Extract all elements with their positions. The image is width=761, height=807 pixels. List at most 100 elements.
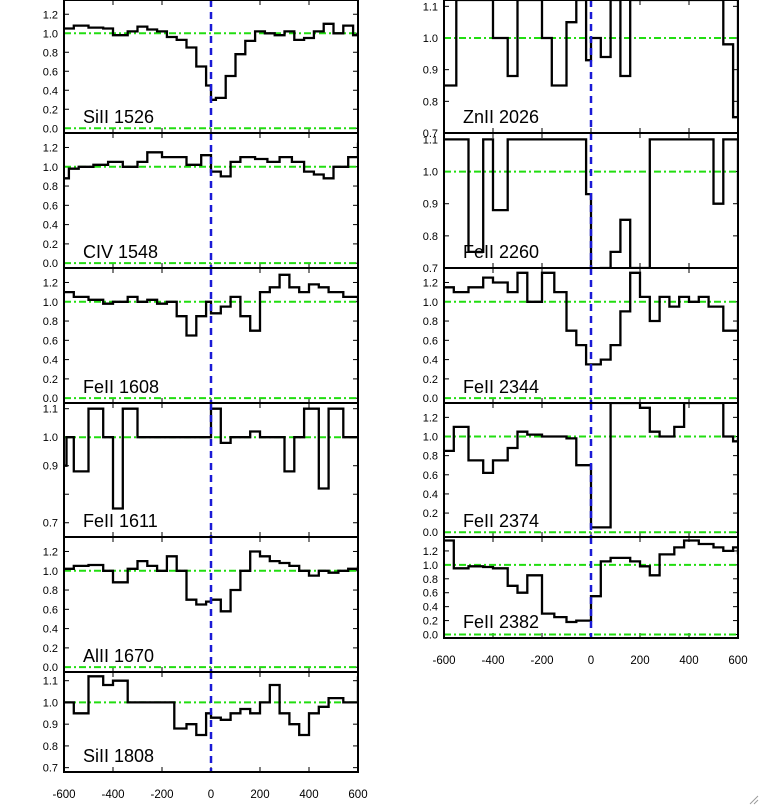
y-tick-label: 0.0 <box>43 393 58 405</box>
ion-label: FeII 2374 <box>463 511 539 531</box>
ion-label: FeII 1611 <box>83 511 158 531</box>
x-tick-label: 200 <box>250 789 269 801</box>
y-tick-label: 1.0 <box>423 560 438 572</box>
y-tick-label: 0.9 <box>43 719 58 731</box>
y-tick-label: 0.0 <box>43 258 58 270</box>
y-tick-label: 0.8 <box>423 316 438 328</box>
y-tick-label: 1.0 <box>43 28 58 40</box>
x-tick-label: -200 <box>150 789 173 801</box>
x-tick-label: 0 <box>588 655 594 667</box>
ion-label: FeII 1608 <box>83 377 159 397</box>
y-tick-label: 1.1 <box>43 404 58 416</box>
y-tick-label: 1.0 <box>423 167 438 179</box>
panel-frame <box>63 671 359 773</box>
y-tick-label: 1.2 <box>423 546 438 558</box>
spectrum-feii-2344 <box>444 271 738 366</box>
x-tick-label: -200 <box>530 655 553 667</box>
y-tick-label: 0.4 <box>43 220 58 232</box>
panel-feii-2374: 0.0 0.2 0.4 0.6 0.8 1.0 1.2 FeII 2374 <box>423 402 739 539</box>
spectrum-feii-1608 <box>64 273 358 337</box>
y-tick-label: 0.0 <box>423 393 438 405</box>
panel-alii-1670: 0.0 0.2 0.4 0.6 0.8 1.0 1.2 AlII 1670 <box>43 536 359 674</box>
panel-feii-2344: 0.0 0.2 0.4 0.6 0.8 1.0 1.2 FeII 2344 <box>423 267 739 405</box>
spectrum-feii-2260 <box>444 138 738 268</box>
y-tick-label: 1.2 <box>423 412 438 424</box>
ion-label: CIV 1548 <box>83 242 158 262</box>
y-tick-label: 1.0 <box>423 33 438 45</box>
y-tick-label: 0.4 <box>43 355 58 367</box>
y-tick-label: 0.7 <box>423 263 438 275</box>
y-tick-label: 1.0 <box>43 162 58 174</box>
resize-grip-icon[interactable] <box>747 793 759 805</box>
ion-label: SiII 1526 <box>83 107 154 127</box>
y-tick-label: 0.4 <box>423 355 438 367</box>
y-tick-label: 1.0 <box>423 432 438 444</box>
y-tick-label: 0.2 <box>423 374 438 386</box>
y-tick-label: 0.6 <box>43 200 58 212</box>
y-tick-label: 1.1 <box>43 676 58 688</box>
panel-feii-2260: 0.7 0.8 0.9 1.0 1.1 FeII 2260 <box>423 132 739 275</box>
y-tick-label: 0.8 <box>423 96 438 108</box>
y-tick-label: 0.2 <box>423 616 438 628</box>
y-tick-label: 0.8 <box>423 451 438 463</box>
spectrum-alii-1670 <box>64 550 358 613</box>
y-tick-label: 0.7 <box>423 128 438 140</box>
y-tick-label: 1.0 <box>43 566 58 578</box>
spectrum-feii-2374 <box>444 403 738 529</box>
y-tick-label: 0.4 <box>43 85 58 97</box>
panel-znii-2026: 0.7 0.8 0.9 1.0 1.1 ZnII 2026 <box>423 0 739 140</box>
ion-label: ZnII 2026 <box>463 107 539 127</box>
panel-feii-1611: 0.7 0.9 1.0 1.1 FeII 1611 <box>43 402 359 538</box>
spectrum-siii-1526 <box>64 22 358 101</box>
y-tick-label: 0.0 <box>43 123 58 135</box>
y-tick-label: 0.6 <box>423 588 438 600</box>
x-tick-label: -400 <box>481 655 504 667</box>
y-tick-label: 1.1 <box>423 1 438 13</box>
ion-label: SiII 1808 <box>83 746 154 766</box>
x-tick-label: -400 <box>101 789 124 801</box>
y-tick-label: 0.2 <box>43 374 58 386</box>
panel-feii-2382: 0.0 0.2 0.4 0.6 0.8 1.0 1.2 FeII 2382 <box>423 536 739 642</box>
y-tick-label: 1.0 <box>43 697 58 709</box>
y-tick-label: 0.6 <box>423 470 438 482</box>
spectrum-civ-1548 <box>64 142 358 180</box>
y-tick-label: 0.9 <box>423 65 438 77</box>
panel-frame <box>443 536 739 639</box>
x-tick-label: -600 <box>52 789 75 801</box>
ion-label: FeII 2260 <box>463 242 539 262</box>
y-tick-label: 0.6 <box>43 604 58 616</box>
y-tick-label: 0.2 <box>43 239 58 251</box>
y-tick-label: 0.8 <box>423 574 438 586</box>
spectrum-feii-2382 <box>444 539 738 624</box>
y-tick-label: 0.0 <box>43 662 58 674</box>
y-tick-label: 1.2 <box>43 9 58 21</box>
y-tick-label: 0.8 <box>43 47 58 59</box>
y-tick-label: 0.9 <box>43 461 58 473</box>
panel-civ-1548: 0.0 0.2 0.4 0.6 0.8 1.0 1.2 CIV 1548 <box>43 132 359 270</box>
y-tick-label: 0.8 <box>43 585 58 597</box>
panel-feii-1608: 0.0 0.2 0.4 0.6 0.8 1.0 1.2 FeII 1608 <box>43 267 359 405</box>
panel-siii-1808: 0.7 0.8 0.9 1.0 1.1 SiII 1808 <box>43 671 359 775</box>
y-tick-label: 1.2 <box>43 277 58 289</box>
y-tick-label: 0.8 <box>43 741 58 753</box>
y-tick-label: 1.0 <box>423 297 438 309</box>
y-tick-label: 1.2 <box>423 277 438 289</box>
y-tick-label: 1.1 <box>423 134 438 146</box>
y-tick-label: 0.6 <box>423 335 438 347</box>
y-tick-label: 1.2 <box>43 546 58 558</box>
panel-siii-1526: 0.0 0.2 0.4 0.6 0.8 1.0 1.2 SiII 1526 <box>43 0 359 135</box>
ion-label: FeII 2382 <box>463 612 539 632</box>
y-tick-label: 0.2 <box>423 508 438 520</box>
ion-label: FeII 2344 <box>463 377 539 397</box>
y-tick-label: 0.8 <box>43 181 58 193</box>
y-tick-label: 0.7 <box>43 763 58 775</box>
y-tick-label: 0.4 <box>423 602 438 614</box>
y-tick-label: 1.2 <box>43 142 58 154</box>
y-tick-label: 0.7 <box>43 518 58 530</box>
y-tick-label: 0.9 <box>423 199 438 211</box>
x-tick-label: 600 <box>348 789 367 801</box>
x-tick-label: -600 <box>432 655 455 667</box>
spectrum-siii-1808 <box>64 675 358 737</box>
